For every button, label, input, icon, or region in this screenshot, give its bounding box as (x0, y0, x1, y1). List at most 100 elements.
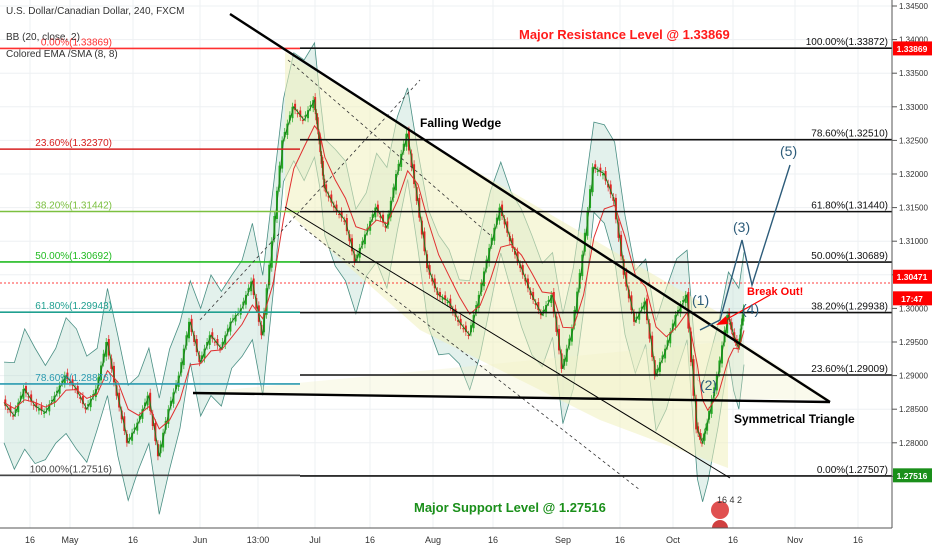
candle-body (682, 300, 685, 303)
candle-body (45, 408, 48, 410)
candle-body (438, 291, 441, 297)
candle-body (462, 328, 465, 330)
candle-body (656, 368, 659, 373)
left-fib-label: 78.60%(1.28876) (35, 373, 112, 384)
symbol-title: U.S. Dollar/Canadian Dollar, 240, FXCM (6, 6, 184, 17)
y-tick-label: 1.31000 (899, 237, 928, 246)
candle-body (524, 277, 527, 282)
candle-body (444, 295, 447, 300)
left-fib-label: 100.00%(1.27516) (30, 464, 112, 475)
candle-body (56, 390, 59, 393)
candle-body (312, 100, 315, 109)
candle-body (519, 264, 522, 269)
candle-body (61, 380, 64, 383)
bb-indicator-label: BB (20, close, 2) (6, 32, 80, 43)
ema-line (3, 124, 745, 430)
candle-body (89, 399, 92, 408)
candle-body (338, 213, 341, 215)
wave-label-2: (2) (700, 377, 717, 393)
y-tick-label: 1.28500 (899, 405, 928, 414)
right-fib-label: 0.00%(1.27507) (817, 465, 888, 476)
candle-body (136, 422, 139, 431)
candle-body (643, 301, 646, 310)
candle-body (219, 348, 222, 350)
candle-body (363, 234, 366, 245)
falling-wedge-upper-line (229, 12, 831, 404)
price-tag-label: 1.30471 (897, 272, 928, 282)
price-tag (893, 41, 932, 56)
candle-body (94, 389, 97, 398)
candle-body (340, 211, 343, 218)
candle-body (301, 119, 304, 121)
candle-body (244, 294, 247, 305)
candle-body (211, 332, 214, 339)
x-tick-label: 16 (365, 535, 375, 545)
right-fib-label: 61.80%(1.31440) (811, 201, 888, 212)
resistance-annotation: Major Resistance Level @ 1.33869 (519, 27, 730, 42)
candle-body (37, 409, 40, 411)
candle-body (250, 281, 253, 292)
wave-label-5: (5) (780, 143, 797, 159)
candle-body (384, 225, 387, 228)
candle-body (534, 303, 537, 306)
candle-body (640, 306, 643, 309)
candle-body (40, 406, 43, 411)
candle-body (43, 412, 46, 414)
candle-body (542, 310, 545, 313)
right-fib-label: 50.00%(1.30689) (811, 251, 888, 262)
candle-body (53, 395, 56, 403)
price-tag (893, 269, 932, 284)
candle-body (144, 402, 147, 407)
candle-body (516, 251, 519, 262)
symmetrical-triangle-annotation: Symmetrical Triangle (734, 412, 855, 426)
falling-wedge-lower-line (284, 206, 731, 479)
candle-body (607, 183, 610, 188)
candle-body (221, 342, 224, 346)
candle-body (307, 110, 310, 119)
candle-body (697, 426, 700, 433)
dashed-channel-1 (287, 59, 491, 236)
price-tags: 1.33869 1.30471 17:47 1.27516 (893, 41, 932, 483)
left-fib-label: 50.00%(1.30692) (35, 251, 112, 262)
candle-body (84, 407, 87, 410)
candle-body (433, 278, 436, 289)
candle-body (66, 372, 69, 379)
y-tick-label: 1.33000 (899, 103, 928, 112)
candle-body (374, 207, 377, 218)
break-out-arrowhead (716, 316, 728, 325)
candle-body (529, 291, 532, 295)
candle-body (19, 395, 22, 400)
candle-body (304, 115, 307, 118)
price-tag (893, 291, 932, 306)
left-fib-label: 23.60%(1.32370) (35, 138, 112, 149)
y-tick-label: 1.29000 (899, 372, 928, 381)
candle-body (371, 214, 374, 219)
x-tick-label: Nov (787, 535, 804, 545)
fib-left: 0.00%(1.33869) 23.60%(1.32370) 38.20%(1.31… (0, 37, 300, 477)
x-tick-label: 13:00 (247, 535, 270, 545)
price-tag-label: 1.27516 (897, 471, 928, 481)
candle-body (684, 294, 687, 303)
candle-body (224, 335, 227, 345)
countdown-label: 16 4 2 (717, 495, 742, 505)
candle-body (467, 334, 470, 336)
candle-body (12, 415, 15, 417)
candle-body (550, 294, 553, 303)
candle-body (71, 379, 74, 386)
candle-body (677, 310, 680, 313)
x-tick-label: May (61, 535, 79, 545)
time-axis[interactable] (0, 528, 892, 550)
x-tick-label: 16 (128, 535, 138, 545)
x-tick-labels: 16 May 16 Jun 13:00 Jul 16 Aug 16 Sep 16 Oct 16 Nov 16 (25, 535, 863, 545)
candle-body (22, 389, 25, 399)
candle-body (138, 415, 141, 420)
candle-body (128, 437, 131, 440)
wave-label-3: (3) (733, 219, 750, 235)
candle-body (327, 195, 330, 198)
candle-body (68, 381, 71, 383)
wave-label-4: (4) (742, 301, 759, 317)
candle-body (58, 385, 61, 394)
candle-body (428, 265, 431, 275)
price-line (3, 98, 745, 457)
